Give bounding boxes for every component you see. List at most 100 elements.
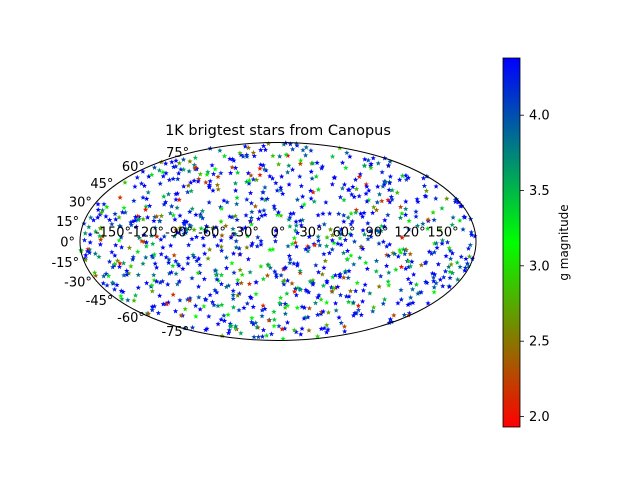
star-point — [378, 273, 384, 279]
star-point — [268, 331, 275, 337]
star-point — [223, 223, 229, 229]
star-point — [298, 222, 304, 228]
star-point — [393, 266, 399, 272]
star-point — [250, 304, 256, 310]
star-point — [187, 158, 193, 164]
star-point — [403, 206, 409, 212]
star-point — [389, 187, 395, 193]
star-point — [142, 206, 149, 212]
star-point — [418, 262, 425, 268]
star-point — [84, 248, 91, 254]
star-point — [175, 261, 181, 267]
star-point — [192, 302, 199, 309]
star-point — [452, 199, 459, 205]
star-point — [218, 170, 224, 176]
star-point — [289, 146, 296, 152]
star-point — [211, 302, 217, 308]
star-point — [348, 210, 354, 216]
star-point — [114, 257, 121, 264]
star-point — [180, 166, 187, 172]
star-point — [81, 220, 87, 226]
star-point — [117, 260, 123, 266]
star-point — [229, 164, 235, 170]
star-point — [243, 212, 249, 218]
star-point — [293, 141, 300, 147]
star-point — [373, 268, 379, 274]
star-point — [209, 225, 216, 231]
star-point — [92, 250, 99, 256]
star-point — [184, 296, 191, 302]
star-point — [397, 204, 404, 210]
star-point — [259, 195, 265, 202]
x-tick-label: 90° — [365, 226, 388, 241]
star-point — [203, 223, 210, 229]
star-point — [285, 152, 291, 158]
star-point — [214, 276, 220, 282]
star-point — [248, 200, 255, 206]
star-point — [379, 223, 385, 229]
star-point — [431, 278, 437, 284]
star-point — [364, 183, 370, 189]
star-point — [235, 292, 241, 298]
star-point — [299, 217, 306, 223]
star-point — [159, 278, 166, 284]
star-point — [282, 304, 288, 310]
star-point — [215, 174, 221, 180]
star-point — [236, 245, 242, 251]
star-point — [253, 279, 259, 285]
star-point — [149, 172, 155, 178]
star-point — [375, 160, 381, 166]
star-point — [143, 254, 149, 260]
star-point — [244, 153, 250, 159]
x-tick-label: 0° — [271, 226, 286, 241]
star-point — [280, 191, 286, 197]
star-point — [169, 159, 175, 165]
star-point — [394, 189, 400, 195]
star-point — [329, 246, 335, 252]
star-point — [439, 240, 445, 246]
star-point — [282, 311, 289, 317]
star-point — [361, 162, 368, 168]
star-point — [267, 247, 273, 253]
star-point — [336, 228, 342, 234]
star-point — [410, 271, 417, 277]
star-point — [106, 217, 113, 223]
star-point — [236, 307, 242, 313]
star-point — [356, 193, 362, 199]
star-point — [218, 281, 225, 287]
star-point — [413, 213, 419, 219]
star-point — [376, 191, 383, 197]
star-point — [247, 218, 254, 224]
star-point — [353, 310, 359, 316]
star-point — [140, 260, 146, 266]
star-point — [291, 327, 297, 333]
star-point — [186, 168, 192, 174]
star-point — [382, 217, 388, 223]
star-point — [104, 282, 110, 288]
star-point — [258, 147, 264, 153]
star-point — [301, 201, 307, 207]
star-point — [455, 276, 461, 282]
star-point — [204, 325, 210, 332]
star-point — [163, 170, 169, 176]
star-point — [403, 265, 409, 271]
star-point — [391, 312, 397, 318]
star-point — [132, 214, 139, 220]
star-point — [116, 264, 123, 270]
star-point — [215, 321, 221, 327]
star-point — [257, 208, 263, 214]
star-point — [319, 271, 325, 277]
star-point — [381, 181, 387, 187]
star-point — [414, 223, 421, 229]
star-point — [228, 322, 234, 328]
star-point — [351, 261, 357, 267]
star-point — [203, 229, 209, 235]
star-point — [292, 285, 299, 292]
star-point — [253, 291, 259, 297]
star-point — [254, 324, 260, 330]
star-point — [266, 317, 272, 323]
star-point — [157, 279, 163, 285]
star-point — [293, 222, 300, 228]
star-point — [329, 181, 336, 187]
star-point — [111, 261, 118, 267]
